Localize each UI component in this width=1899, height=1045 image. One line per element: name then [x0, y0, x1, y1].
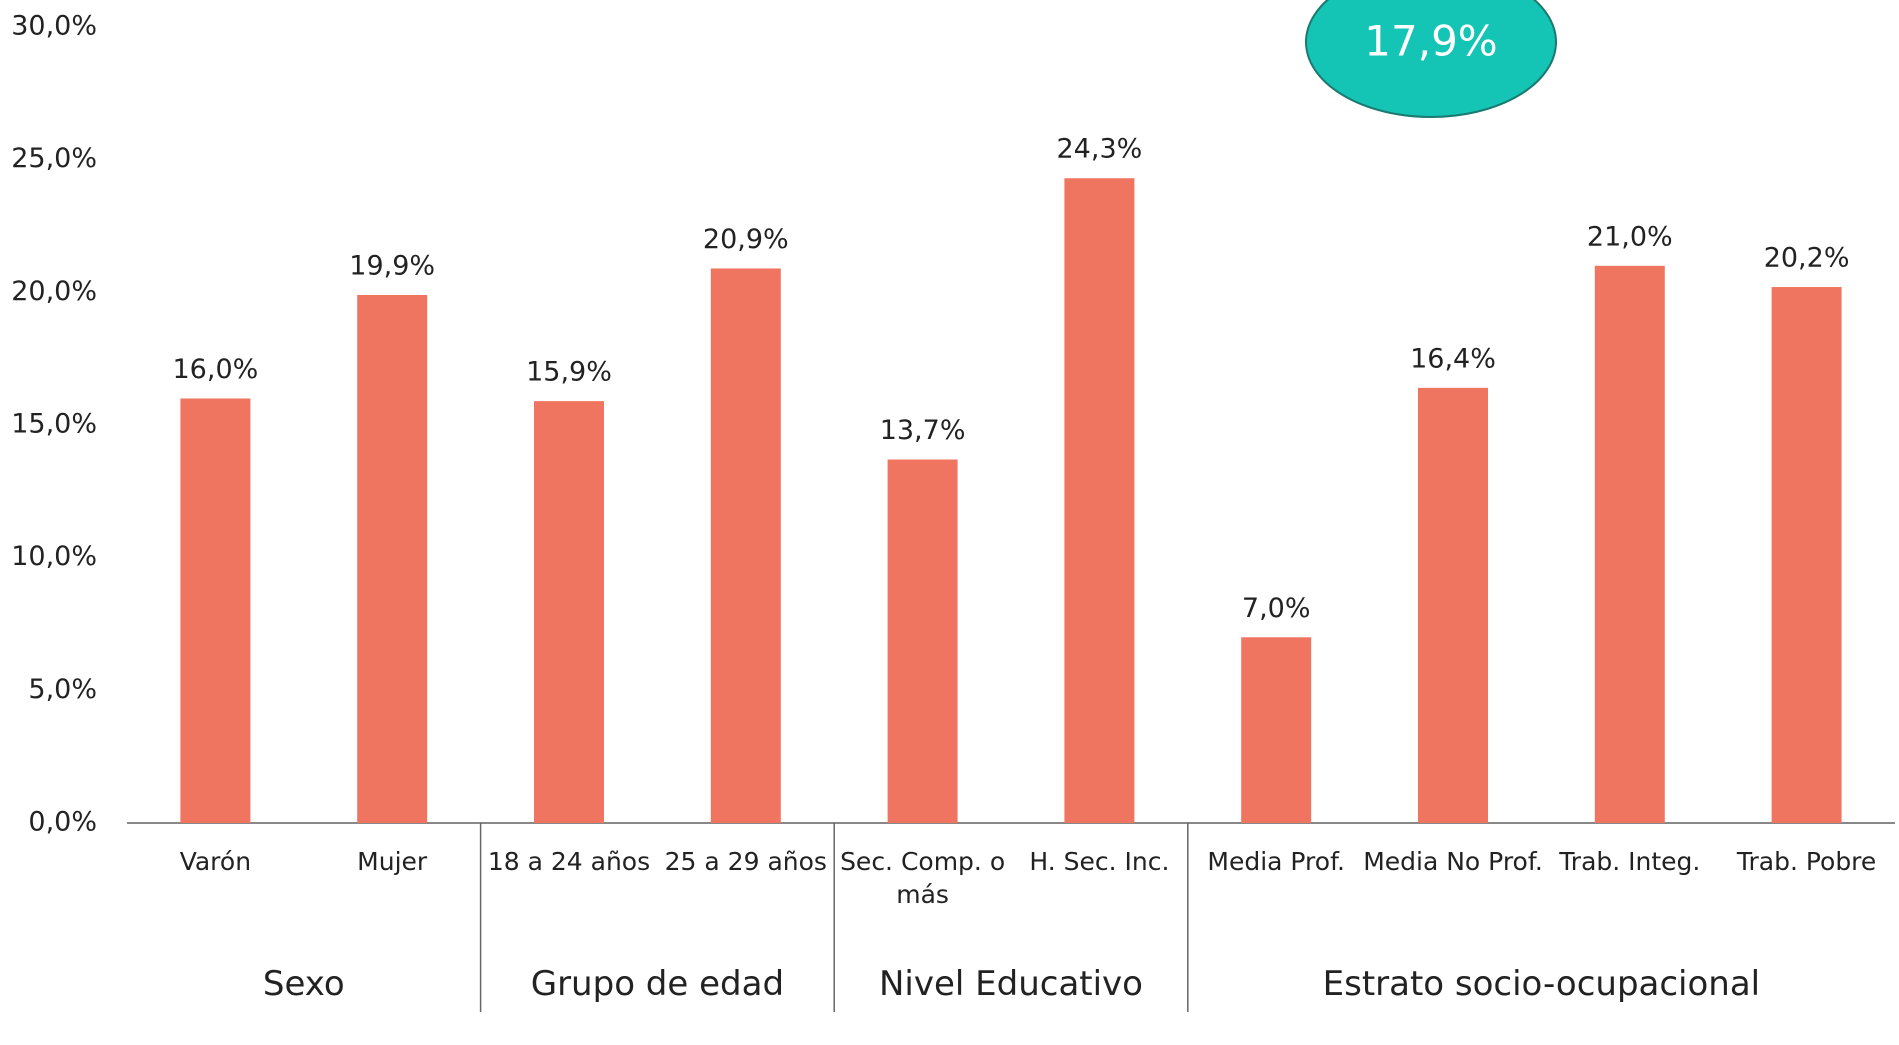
bar	[1594, 265, 1665, 823]
value-label: 15,9%	[526, 357, 612, 388]
bar	[887, 459, 958, 823]
x-tick-label: Media No Prof.	[1363, 847, 1543, 876]
value-label: 19,9%	[349, 250, 435, 281]
annotation-bubble	[1305, 0, 1557, 118]
bar	[1771, 287, 1842, 823]
x-tick-label: 25 a 29 años	[664, 847, 827, 876]
bar	[1064, 178, 1135, 824]
x-tick-label: Sec. Comp. o más	[840, 847, 1006, 909]
bar	[1418, 387, 1488, 823]
y-tick-label: 0,0%	[28, 807, 97, 838]
value-label: 24,3%	[1057, 134, 1143, 165]
y-tick-label: 15,0%	[11, 409, 97, 440]
value-label: 21,0%	[1587, 221, 1673, 252]
x-tick-label: H. Sec. Inc.	[1029, 847, 1170, 876]
y-tick-label: 10,0%	[11, 541, 97, 572]
annotation: 17,9%	[1364, 17, 1497, 66]
x-tick-label: Trab. Pobre	[1736, 847, 1877, 876]
x-tick-label: Trab. Integ.	[1559, 847, 1701, 876]
y-tick-label: 25,0%	[11, 143, 97, 174]
x-tick-label: Varón	[179, 847, 252, 876]
value-label: 20,2%	[1764, 243, 1850, 274]
x-tick-label: Mujer	[357, 847, 428, 876]
bar	[357, 294, 428, 823]
bar	[180, 398, 251, 823]
group-label: Sexo	[262, 964, 345, 1004]
y-tick-label: 30,0%	[11, 11, 97, 42]
bar	[534, 401, 604, 823]
bar	[710, 268, 781, 823]
bar	[1241, 637, 1312, 823]
value-label: 16,0%	[173, 354, 259, 385]
x-tick-label: 18 a 24 años	[487, 847, 651, 876]
group-label: Nivel Educativo	[878, 964, 1143, 1004]
y-tick-label: 20,0%	[11, 276, 97, 307]
group-label: Grupo de edad	[530, 964, 785, 1004]
x-tick-label: Media Prof.	[1207, 847, 1345, 876]
value-label: 13,7%	[880, 415, 966, 446]
value-label: 20,9%	[703, 224, 789, 255]
value-label: 7,0%	[1242, 593, 1311, 624]
y-tick-label: 5,0%	[28, 674, 97, 705]
group-label: Estrato socio-ocupacional	[1322, 964, 1761, 1004]
value-label: 16,4%	[1410, 343, 1496, 374]
